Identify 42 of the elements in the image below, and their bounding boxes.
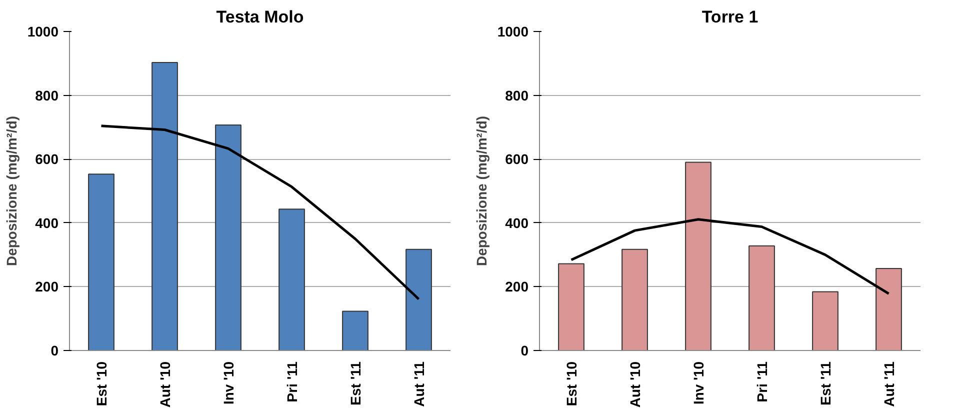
x-tick-label: Inv '10 [690,361,706,405]
x-tick-label: Inv '10 [220,361,236,405]
y-tick-label: 800 [505,87,529,104]
x-tick-label: Est '10 [563,361,580,406]
line-series [570,218,890,295]
x-tick-label: Est '10 [93,361,110,406]
bar [748,245,775,350]
x-tick-label: Aut '11 [880,361,897,407]
y-tick-label: 600 [35,151,59,168]
y-tick-label: 400 [505,214,529,231]
y-axis-title: Deposizione (mg/m²/d) [473,116,490,266]
bar [406,248,432,350]
bar [876,268,902,350]
bar [342,310,368,350]
y-tick-label: 1000 [497,24,529,40]
bar [215,124,242,350]
y-axis-title: Deposizione (mg/m²/d) [3,116,20,266]
bar [812,291,838,350]
bar [152,62,178,350]
x-tick-label: Aut '10 [626,361,643,408]
bar [88,174,114,350]
y-tick-label: 1000 [27,24,59,40]
bar [622,248,648,350]
line-series [100,124,420,300]
x-tick-label: Est '11 [817,361,834,406]
y-tick-label: 0 [520,342,529,358]
chart-title: Testa Molo [216,8,304,26]
y-tick-label: 600 [505,151,529,168]
bar [278,208,305,350]
y-tick-label: 200 [505,278,529,295]
y-tick-label: 800 [35,87,59,104]
y-tick-label: 200 [35,278,59,295]
x-tick-label: Pri '11 [754,361,770,402]
chart-title: Torre 1 [702,8,758,26]
bar [558,263,584,350]
x-tick-label: Aut '11 [410,361,427,407]
x-tick-label: Est '11 [347,361,364,406]
x-tick-label: Pri '11 [284,361,300,402]
y-tick-label: 400 [35,214,59,231]
x-tick-label: Aut '10 [156,361,173,408]
y-tick-label: 0 [50,342,59,358]
bar [685,162,712,350]
